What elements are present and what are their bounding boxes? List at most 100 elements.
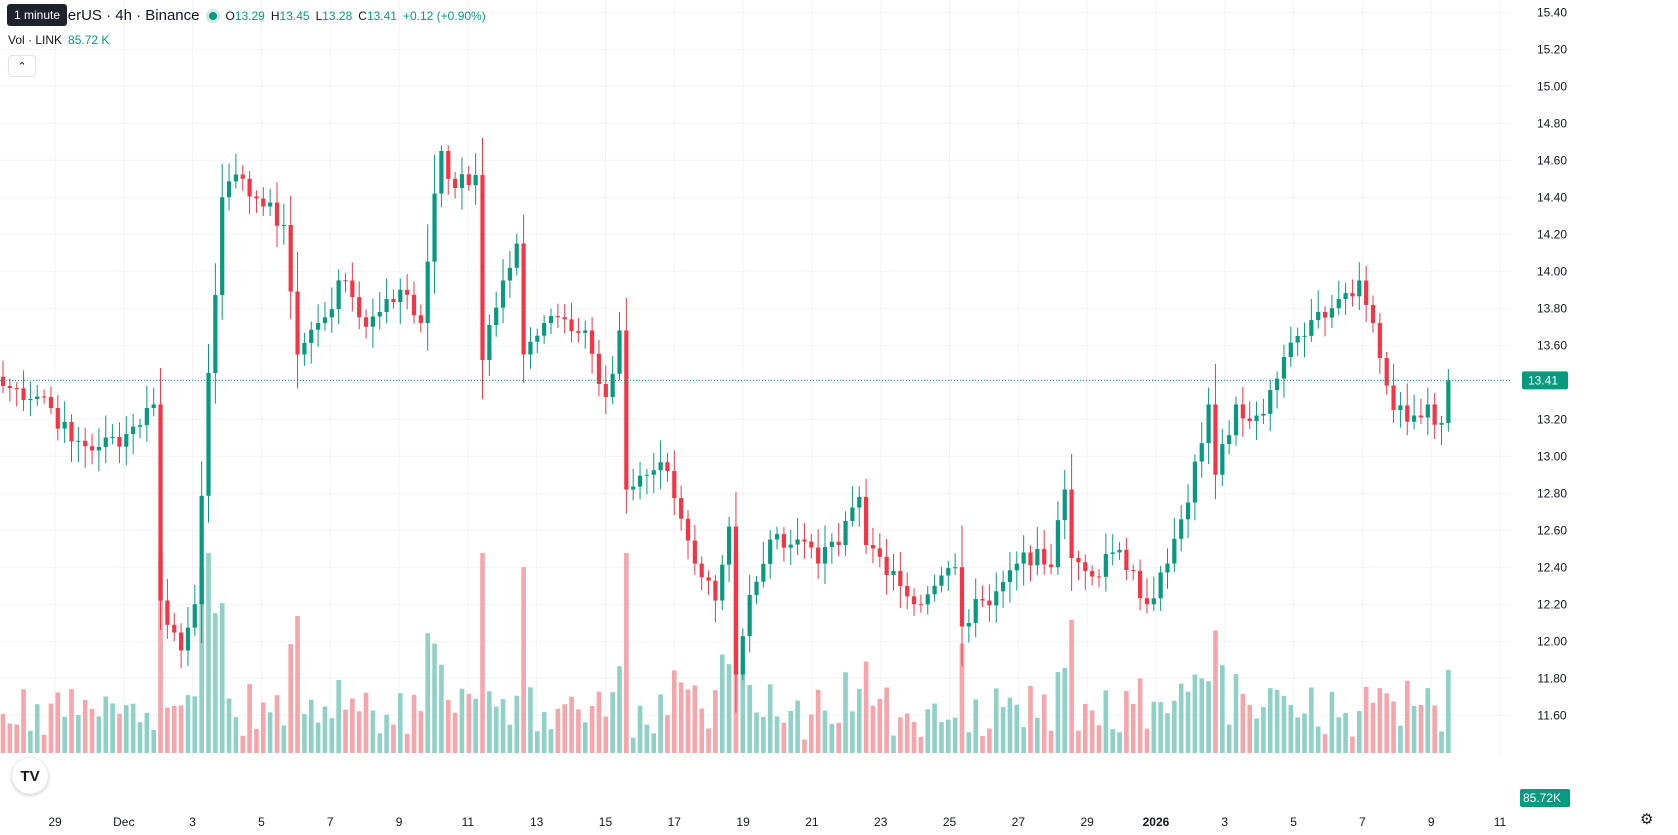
candle <box>672 450 677 516</box>
volume-bar <box>1028 685 1033 753</box>
volume-bar <box>1315 726 1321 753</box>
volume-bar <box>322 706 328 753</box>
volume-bar <box>199 567 204 753</box>
candle <box>453 171 458 199</box>
candle <box>165 579 170 639</box>
candle <box>7 378 12 402</box>
candle <box>994 572 999 623</box>
candle <box>96 428 101 472</box>
candle <box>596 339 602 397</box>
volume-bar <box>281 725 287 753</box>
candle <box>1405 383 1410 436</box>
volume-bar <box>1226 724 1232 753</box>
volume-bar <box>658 694 663 753</box>
candle <box>1295 327 1300 357</box>
logo-text: TV <box>20 767 40 785</box>
volume-bar <box>240 735 246 753</box>
collapse-legend-button[interactable]: ⌃ <box>8 55 36 77</box>
candle <box>1117 542 1122 560</box>
time-tick-label: 9 <box>1428 815 1435 829</box>
volume-bar <box>829 723 835 753</box>
volume-bar <box>404 733 410 753</box>
volume-bar <box>206 553 211 753</box>
volume-legend[interactable]: Vol · LINK 85.72 K <box>8 33 109 47</box>
candle <box>1172 517 1177 572</box>
volume-bar <box>891 735 896 753</box>
volume-bar <box>459 688 465 753</box>
volume-bar <box>165 707 170 753</box>
volume-bar <box>877 698 883 753</box>
volume-bar <box>487 691 492 753</box>
candle <box>857 486 862 527</box>
time-tick-label: 21 <box>805 815 819 829</box>
candle <box>1227 420 1232 455</box>
candle <box>261 187 266 216</box>
price-tick-label: 14.80 <box>1537 116 1567 130</box>
volume-bar <box>562 704 567 753</box>
candle <box>966 609 971 643</box>
candle <box>137 418 143 439</box>
volume-bar <box>89 708 95 753</box>
candle <box>336 269 341 324</box>
volume-bar <box>987 728 992 753</box>
tradingview-logo-icon[interactable]: TV <box>12 758 48 794</box>
volume-bar <box>1000 706 1006 753</box>
volume-bar <box>21 689 26 753</box>
volume-bar <box>699 708 704 753</box>
volume-bar <box>500 699 506 753</box>
gear-icon[interactable]: ⚙ <box>1640 811 1654 828</box>
time-tick-label: 2026 <box>1143 815 1170 829</box>
volume-bar <box>1322 734 1328 753</box>
candle <box>884 538 889 595</box>
high-value: 13.45 <box>279 8 310 23</box>
candle <box>281 203 286 245</box>
volume-bar <box>1035 717 1040 753</box>
candle <box>158 367 163 630</box>
candle <box>62 401 67 443</box>
volume-bar <box>411 694 417 753</box>
volume-bar <box>308 699 314 753</box>
time-tick-label: 15 <box>599 815 613 829</box>
volume-bar <box>28 730 33 753</box>
volume-bar <box>1425 688 1431 753</box>
volume-bar <box>904 713 910 753</box>
candle <box>1185 484 1191 539</box>
volume-bar <box>1391 701 1396 753</box>
candle <box>1247 401 1252 429</box>
volume-bar <box>1343 712 1348 753</box>
time-axis[interactable]: 29 Dec 3 5 7 9 11 13 15 17 19 21 23 25 27 29 2026 3 5 7 9 11 <box>48 815 1506 829</box>
volume-bar <box>76 715 81 753</box>
volume-bar <box>315 722 321 753</box>
candle <box>1021 535 1026 586</box>
price-tick-label: 14.20 <box>1537 227 1567 241</box>
candle <box>83 427 88 468</box>
volume-bar <box>576 709 581 753</box>
volume-bar <box>41 734 47 753</box>
candle <box>446 145 451 195</box>
volume-bar <box>678 682 684 753</box>
candle <box>733 492 739 713</box>
volume-bar <box>69 689 74 753</box>
volume-bar <box>603 716 609 753</box>
volume-bars <box>0 553 1451 753</box>
candle <box>1309 299 1314 342</box>
volume-bar <box>713 690 718 753</box>
candle <box>1391 364 1396 423</box>
price-tick-label: 14.00 <box>1537 264 1567 278</box>
volume-bar <box>336 679 341 753</box>
volume-bar <box>151 729 156 753</box>
volume-bar <box>582 722 588 753</box>
price-tick-label: 15.20 <box>1537 42 1567 56</box>
volume-bar <box>952 717 958 753</box>
price-axis[interactable]: 11.60 11.80 12.00 12.20 12.40 12.60 12.80 13.00… <box>1537 5 1567 722</box>
volume-bar <box>144 712 150 753</box>
volume-bar <box>617 666 622 753</box>
volume-bar <box>863 661 869 753</box>
low-label: L <box>315 8 323 23</box>
volume-bar <box>124 705 129 753</box>
volume-bar <box>802 739 807 753</box>
market-status-icon[interactable] <box>209 11 218 20</box>
candle <box>179 623 184 669</box>
volume-bar <box>1254 718 1259 753</box>
